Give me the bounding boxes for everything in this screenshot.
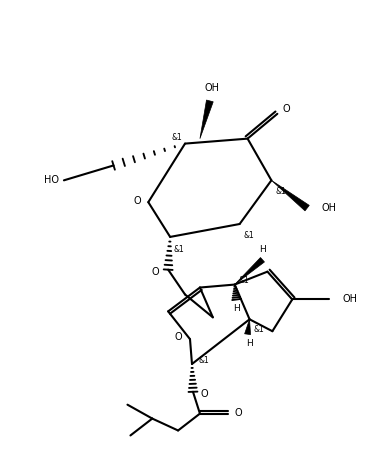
Text: OH: OH <box>343 294 358 305</box>
Text: OH: OH <box>321 203 336 213</box>
Text: O: O <box>174 332 182 342</box>
Text: H: H <box>246 339 253 348</box>
Text: &1: &1 <box>244 231 254 240</box>
Text: HO: HO <box>44 176 59 185</box>
Polygon shape <box>235 257 264 284</box>
Text: H: H <box>233 304 240 313</box>
Text: &1: &1 <box>239 276 249 285</box>
Polygon shape <box>271 180 309 211</box>
Text: &1: &1 <box>199 356 210 364</box>
Text: O: O <box>282 104 290 114</box>
Text: &1: &1 <box>171 133 182 142</box>
Text: OH: OH <box>204 83 219 93</box>
Polygon shape <box>245 320 250 335</box>
Text: O: O <box>235 408 242 418</box>
Text: &1: &1 <box>173 245 184 254</box>
Text: H: H <box>259 245 266 254</box>
Text: &1: &1 <box>276 187 286 196</box>
Text: O: O <box>152 267 159 277</box>
Polygon shape <box>200 100 213 139</box>
Text: O: O <box>134 196 141 206</box>
Text: O: O <box>201 389 209 399</box>
Text: &1: &1 <box>253 325 264 334</box>
